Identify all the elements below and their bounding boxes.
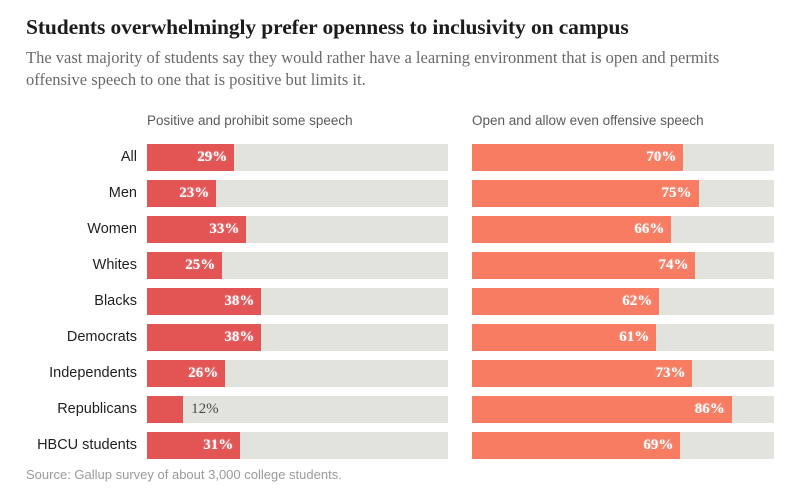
- source-note: Source: Gallup survey of about 3,000 col…: [26, 467, 342, 482]
- bar-track-right: 73%: [472, 360, 774, 388]
- row-label: Blacks: [94, 293, 137, 310]
- bar-track-left: 25%: [147, 252, 448, 280]
- bar-track-left: 26%: [147, 360, 448, 388]
- bar-right[interactable]: 86%: [472, 396, 732, 424]
- bar-left[interactable]: 38%: [147, 288, 262, 316]
- bar-track-left: 23%: [147, 180, 448, 208]
- bar-track-left: 38%: [147, 288, 448, 316]
- bar-left[interactable]: 26%: [147, 360, 226, 388]
- bar-left[interactable]: 23%: [147, 180, 217, 208]
- bar-left[interactable]: 25%: [147, 252, 223, 280]
- bar-value-left: 26%: [188, 365, 219, 382]
- bar-chart-plot: All 29% 70% Men 23% 75% Women 33% 66% Whites 25% 74…: [0, 144, 792, 466]
- bar-value-right: 73%: [655, 365, 686, 382]
- bar-track-right: 61%: [472, 324, 774, 352]
- bar-track-right: 86%: [472, 396, 774, 424]
- row-label: Independents: [49, 365, 137, 382]
- bar-right[interactable]: 69%: [472, 432, 681, 460]
- row-label: Women: [87, 221, 137, 238]
- chart-row: Whites 25% 74%: [0, 252, 792, 288]
- bar-track-left: 12%: [147, 396, 448, 424]
- bar-value-right: 61%: [619, 329, 650, 346]
- bar-left[interactable]: 29%: [147, 144, 235, 172]
- bar-track-left: 29%: [147, 144, 448, 172]
- chart-row: Women 33% 66%: [0, 216, 792, 252]
- row-label: Republicans: [57, 401, 137, 418]
- bar-track-left: 31%: [147, 432, 448, 460]
- chart-row: Republicans 12% 86%: [0, 396, 792, 432]
- bar-track-right: 75%: [472, 180, 774, 208]
- chart-row: All 29% 70%: [0, 144, 792, 180]
- bar-value-left: 38%: [224, 329, 255, 346]
- bar-value-left: 33%: [209, 221, 240, 238]
- bar-track-right: 66%: [472, 216, 774, 244]
- bar-track-right: 70%: [472, 144, 774, 172]
- bar-track-right: 62%: [472, 288, 774, 316]
- row-label: All: [120, 149, 137, 166]
- bar-value-left: 12%: [191, 401, 219, 418]
- row-label: HBCU students: [37, 437, 137, 454]
- bar-left[interactable]: 12%: [147, 396, 219, 424]
- chart-subtitle: The vast majority of students say they w…: [26, 48, 720, 90]
- bar-value-right: 86%: [694, 401, 725, 418]
- row-label: Whites: [92, 257, 137, 274]
- bar-track-right: 69%: [472, 432, 774, 460]
- bar-value-right: 62%: [622, 293, 653, 310]
- bar-left[interactable]: 33%: [147, 216, 247, 244]
- bar-right[interactable]: 74%: [472, 252, 696, 280]
- bar-value-left: 25%: [185, 257, 216, 274]
- chart-row: Independents 26% 73%: [0, 360, 792, 396]
- bar-value-left: 23%: [179, 185, 210, 202]
- bar-value-right: 74%: [658, 257, 689, 274]
- bar-left[interactable]: 38%: [147, 324, 262, 352]
- bar-right[interactable]: 73%: [472, 360, 693, 388]
- bar-value-left: 29%: [197, 149, 228, 166]
- bar-right[interactable]: 66%: [472, 216, 672, 244]
- bar-track-left: 33%: [147, 216, 448, 244]
- bar-left[interactable]: 31%: [147, 432, 241, 460]
- chart-row: Blacks 38% 62%: [0, 288, 792, 324]
- bar-value-right: 75%: [661, 185, 692, 202]
- bar-track-right: 74%: [472, 252, 774, 280]
- row-label: Men: [108, 185, 137, 202]
- chart-row: Men 23% 75%: [0, 180, 792, 216]
- bar-right[interactable]: 75%: [472, 180, 699, 208]
- chart-header: Students overwhelmingly prefer openness …: [0, 0, 792, 91]
- page-title: Students overwhelmingly prefer openness …: [26, 15, 629, 39]
- panel-header-row: Positive and prohibit some speech Open a…: [0, 113, 792, 135]
- bar-value-right: 70%: [646, 149, 677, 166]
- bar-value-right: 66%: [634, 221, 665, 238]
- bar-right[interactable]: 70%: [472, 144, 684, 172]
- chart-row: HBCU students 31% 69%: [0, 432, 792, 468]
- bar-track-left: 38%: [147, 324, 448, 352]
- bar-value-left: 31%: [203, 437, 234, 454]
- bar-right[interactable]: 62%: [472, 288, 660, 316]
- row-label: Democrats: [66, 329, 137, 346]
- panel-header-positive: Positive and prohibit some speech: [147, 113, 353, 129]
- panel-header-open: Open and allow even offensive speech: [472, 113, 704, 129]
- bar-value-right: 69%: [643, 437, 674, 454]
- bar-value-left: 38%: [224, 293, 255, 310]
- chart-row: Democrats 38% 61%: [0, 324, 792, 360]
- bar-right[interactable]: 61%: [472, 324, 657, 352]
